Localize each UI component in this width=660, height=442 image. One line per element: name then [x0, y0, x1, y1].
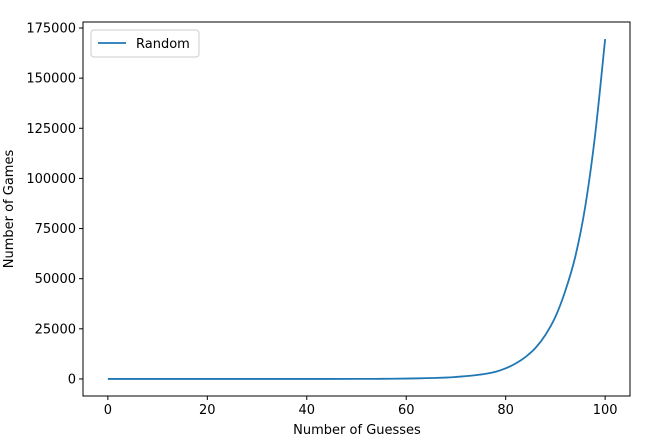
legend: Random — [90, 29, 200, 58]
x-tick-label: 40 — [298, 403, 315, 418]
y-tick-label: 50000 — [35, 272, 76, 287]
plot-area — [82, 21, 631, 397]
y-tick-label: 100000 — [26, 172, 76, 187]
x-tick-label: 0 — [104, 403, 112, 418]
legend-box — [90, 29, 200, 58]
y-tick-label: 25000 — [35, 322, 76, 337]
series-layer — [107, 38, 607, 380]
x-axis-label: Number of Guesses — [293, 423, 421, 438]
y-tick-label: 150000 — [26, 72, 76, 87]
x-axis-ticks: 0 20 40 60 80 100 — [104, 396, 618, 418]
series-line-random — [107, 38, 607, 380]
x-tick-label: 20 — [199, 403, 216, 418]
y-tick-label: 0 — [68, 372, 76, 387]
y-tick-label: 125000 — [26, 122, 76, 137]
x-tick-label: 60 — [398, 403, 415, 418]
y-axis-ticks: 0 25000 50000 75000 100000 125000 150000 175000 — [26, 22, 83, 387]
y-tick-label: 175000 — [26, 22, 76, 37]
legend-label-random: Random — [136, 37, 190, 52]
x-tick-label: 100 — [593, 403, 618, 418]
x-tick-label: 80 — [497, 403, 514, 418]
y-axis-label: Number of Games — [2, 150, 17, 269]
y-tick-label: 75000 — [35, 222, 76, 237]
